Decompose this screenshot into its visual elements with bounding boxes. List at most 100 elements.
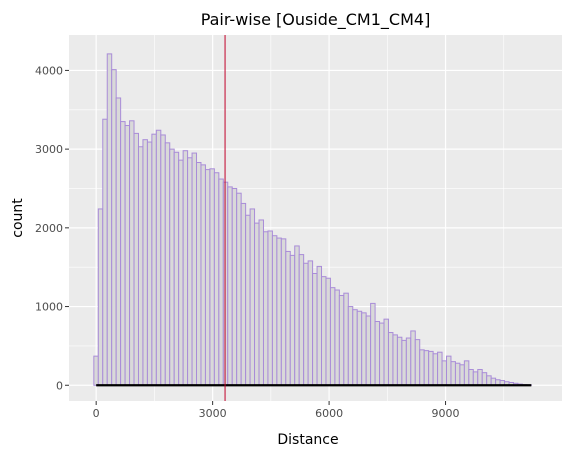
histogram-bar bbox=[410, 330, 416, 386]
histogram-bar bbox=[446, 355, 452, 386]
histogram-bar bbox=[120, 121, 126, 386]
histogram-bar bbox=[254, 222, 260, 386]
histogram-bar bbox=[102, 118, 108, 386]
histogram-bar bbox=[218, 178, 224, 386]
histogram-bar bbox=[187, 157, 193, 386]
histogram-bar bbox=[236, 192, 242, 386]
chart-title: Pair-wise [Ouside_CM1_CM4] bbox=[201, 10, 431, 30]
histogram-bar bbox=[182, 150, 189, 386]
histogram-bar bbox=[334, 289, 340, 386]
x-tick-label: 9000 bbox=[432, 407, 460, 420]
histogram-bar bbox=[178, 159, 184, 386]
histogram-bar bbox=[361, 312, 367, 386]
histogram-bar bbox=[432, 353, 439, 386]
histogram-bar bbox=[303, 262, 309, 386]
histogram-bar bbox=[285, 250, 291, 386]
y-axis-label: count bbox=[10, 198, 26, 238]
histogram-bar bbox=[133, 132, 139, 386]
histogram-bar bbox=[486, 375, 492, 386]
y-axis-ticks: 0 1000 2000 3000 4000 bbox=[35, 64, 69, 392]
histogram-bar bbox=[111, 69, 117, 386]
histogram-bar bbox=[468, 369, 474, 386]
histogram-bar bbox=[271, 235, 278, 386]
histogram-bar bbox=[343, 292, 349, 386]
histogram-bar bbox=[437, 351, 443, 386]
histogram-bar bbox=[370, 302, 376, 386]
histogram-bar bbox=[356, 310, 363, 386]
histogram-bar bbox=[423, 350, 430, 386]
histogram-bar bbox=[245, 214, 251, 386]
histogram-bar bbox=[213, 172, 220, 386]
histogram-bar bbox=[441, 360, 448, 386]
histogram-bar bbox=[231, 187, 238, 386]
histogram-bars bbox=[93, 53, 532, 386]
x-axis-ticks: 0 3000 6000 9000 bbox=[93, 401, 460, 420]
histogram-bar bbox=[414, 339, 421, 386]
histogram-bar bbox=[173, 151, 180, 386]
x-tick-label: 0 bbox=[93, 407, 100, 420]
histogram-bar bbox=[347, 306, 354, 386]
histogram-bar bbox=[374, 321, 381, 386]
histogram-bar bbox=[151, 133, 157, 386]
histogram-bar bbox=[169, 148, 175, 386]
histogram-bar bbox=[124, 125, 131, 386]
histogram-bar bbox=[258, 219, 264, 386]
histogram-bar bbox=[454, 362, 461, 386]
histogram-bar bbox=[401, 339, 407, 386]
histogram-bar bbox=[115, 97, 122, 386]
histogram-bar bbox=[338, 295, 345, 386]
histogram-bar bbox=[209, 168, 215, 386]
histogram-bar bbox=[387, 332, 394, 386]
y-tick-label: 2000 bbox=[35, 222, 63, 235]
histogram-bar bbox=[352, 309, 358, 386]
histogram-bar bbox=[477, 369, 483, 386]
y-tick-label: 1000 bbox=[35, 301, 63, 314]
histogram-bar bbox=[160, 134, 166, 386]
histogram-bar bbox=[472, 371, 479, 386]
histogram-bar bbox=[321, 276, 327, 386]
x-tick-label: 6000 bbox=[315, 407, 343, 420]
histogram-bar bbox=[280, 238, 287, 386]
histogram-bar bbox=[137, 146, 144, 386]
histogram-bar bbox=[155, 129, 162, 386]
histogram-bar bbox=[262, 231, 269, 386]
histogram-bar bbox=[419, 349, 425, 386]
histogram-bar bbox=[312, 272, 318, 386]
histogram-bar bbox=[164, 142, 171, 386]
x-tick-label: 3000 bbox=[199, 407, 227, 420]
y-tick-label: 0 bbox=[56, 379, 63, 392]
histogram-bar bbox=[249, 208, 256, 386]
histogram-bar bbox=[196, 162, 202, 386]
y-tick-label: 4000 bbox=[35, 64, 63, 77]
y-tick-label: 3000 bbox=[35, 143, 63, 156]
grid-minor bbox=[69, 35, 562, 401]
histogram-bar bbox=[267, 230, 273, 386]
histogram-bar bbox=[307, 260, 314, 386]
histogram-bar bbox=[298, 254, 305, 386]
histogram-bar bbox=[204, 169, 211, 386]
histogram-bar bbox=[383, 318, 389, 386]
histogram-bar bbox=[129, 120, 135, 386]
histogram-bar bbox=[240, 202, 247, 386]
histogram-bar bbox=[146, 141, 153, 386]
histogram-bar bbox=[463, 360, 470, 386]
histogram-bar bbox=[316, 265, 323, 386]
histogram-bar bbox=[294, 245, 300, 386]
histogram-bar bbox=[276, 237, 282, 386]
histogram-bar bbox=[191, 152, 198, 386]
histogram-bar bbox=[325, 277, 331, 386]
histogram-bar bbox=[227, 186, 233, 386]
histogram-bar bbox=[93, 355, 99, 386]
histogram-bar bbox=[365, 315, 372, 386]
histogram-bar bbox=[97, 208, 104, 386]
histogram-bar bbox=[428, 350, 434, 386]
histogram-bar bbox=[200, 164, 206, 386]
histogram-bar bbox=[329, 287, 336, 386]
histogram-bar bbox=[405, 337, 412, 386]
histogram-bar bbox=[459, 364, 465, 386]
histogram-bar bbox=[289, 254, 296, 386]
histogram-bar bbox=[481, 372, 488, 386]
histogram-bar bbox=[396, 336, 403, 386]
x-axis-label: Distance bbox=[277, 432, 338, 448]
